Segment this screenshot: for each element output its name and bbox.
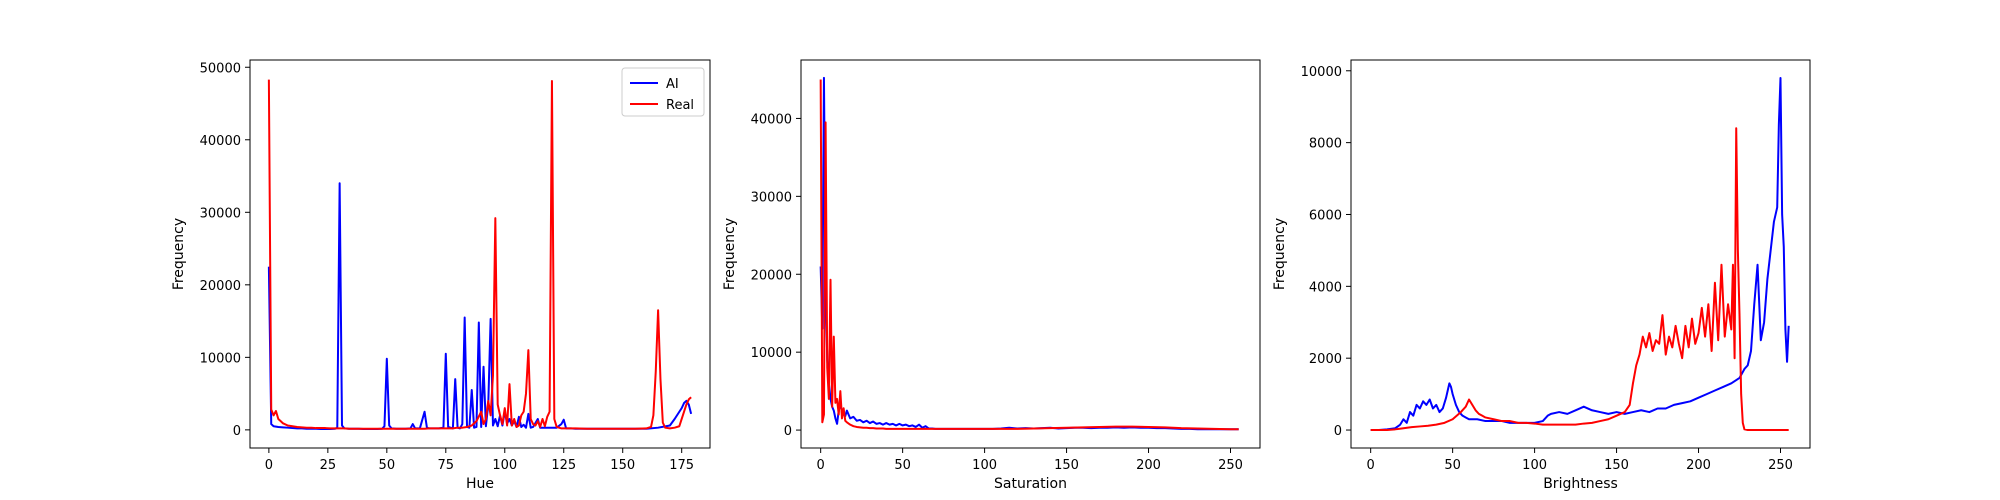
saturation-x-tick-label: 50 — [894, 458, 911, 473]
hue-x-tick-label: 150 — [610, 458, 635, 473]
hue-y-tick-label: 0 — [233, 424, 241, 439]
saturation-plot-area — [800, 59, 1261, 449]
hue-x-tick-label: 50 — [379, 458, 396, 473]
hue-legend: AI Real — [621, 67, 705, 117]
brightness-y-axis-label: Frequency — [1272, 218, 1288, 290]
hue-x-tick-label: 0 — [265, 458, 273, 473]
hue-y-tick-label: 50000 — [200, 61, 241, 76]
hue-y-tick-label: 40000 — [200, 134, 241, 149]
saturation-y-tick-label: 30000 — [751, 190, 792, 205]
brightness-series-real-line — [1370, 127, 1789, 432]
brightness-series-ai-line — [1370, 76, 1790, 432]
saturation-y-tick-label: 20000 — [751, 268, 792, 283]
hue-y-tick-label: 10000 — [200, 351, 241, 366]
hue-x-axis-label: Hue — [466, 476, 494, 492]
hue-x-tick-label: 175 — [669, 458, 694, 473]
saturation-y-tick-label: 40000 — [751, 112, 792, 127]
hue-x-tick-label: 125 — [551, 458, 576, 473]
saturation-y-tick-label: 0 — [784, 424, 792, 439]
hue-legend-label-ai: AI — [666, 77, 679, 92]
brightness-x-tick-label: 200 — [1686, 458, 1711, 473]
brightness-y-tick-label: 10000 — [1301, 65, 1342, 80]
brightness-x-axis-label: Brightness — [1543, 476, 1618, 492]
saturation-y-axis-label: Frequency — [722, 218, 738, 290]
brightness-x-tick-label: 250 — [1768, 458, 1793, 473]
saturation-x-tick-label: 200 — [1136, 458, 1161, 473]
brightness-chart: 0 50 100 150 200 250 0 2000 4000 6000 8000 10000 Bri… — [1272, 59, 1811, 492]
saturation-x-tick-label: 150 — [1054, 458, 1079, 473]
saturation-x-tick-label: 100 — [972, 458, 997, 473]
saturation-y-tick-label: 10000 — [751, 346, 792, 361]
saturation-x-tick-label: 0 — [817, 458, 825, 473]
hue-series-real-line — [267, 79, 692, 430]
hue-x-tick-label: 25 — [320, 458, 337, 473]
brightness-x-tick-label: 150 — [1604, 458, 1629, 473]
brightness-y-tick-label: 8000 — [1309, 137, 1342, 152]
saturation-chart: 0 50 100 150 200 250 0 10000 20000 30000 40000 Satu… — [722, 59, 1261, 492]
brightness-x-tick-label: 50 — [1444, 458, 1461, 473]
hue-x-tick-label: 100 — [492, 458, 517, 473]
hue-y-axis-label: Frequency — [171, 218, 187, 290]
hue-legend-label-real: Real — [666, 98, 694, 113]
brightness-y-tick-label: 4000 — [1309, 280, 1342, 295]
brightness-plot-area — [1350, 59, 1811, 449]
brightness-x-tick-label: 100 — [1522, 458, 1547, 473]
hue-chart: 0 25 50 75 100 125 150 175 0 10000 20000 30000 40000… — [171, 59, 711, 492]
brightness-y-tick-label: 6000 — [1309, 208, 1342, 223]
saturation-x-tick-label: 250 — [1218, 458, 1243, 473]
saturation-series-real-line — [819, 79, 1239, 431]
saturation-x-axis-label: Saturation — [994, 476, 1067, 492]
hue-y-tick-label: 30000 — [200, 206, 241, 221]
brightness-x-tick-label: 0 — [1367, 458, 1375, 473]
hue-x-tick-label: 75 — [438, 458, 455, 473]
hue-y-tick-label: 20000 — [200, 279, 241, 294]
brightness-y-tick-label: 2000 — [1309, 352, 1342, 367]
brightness-y-tick-label: 0 — [1334, 424, 1342, 439]
